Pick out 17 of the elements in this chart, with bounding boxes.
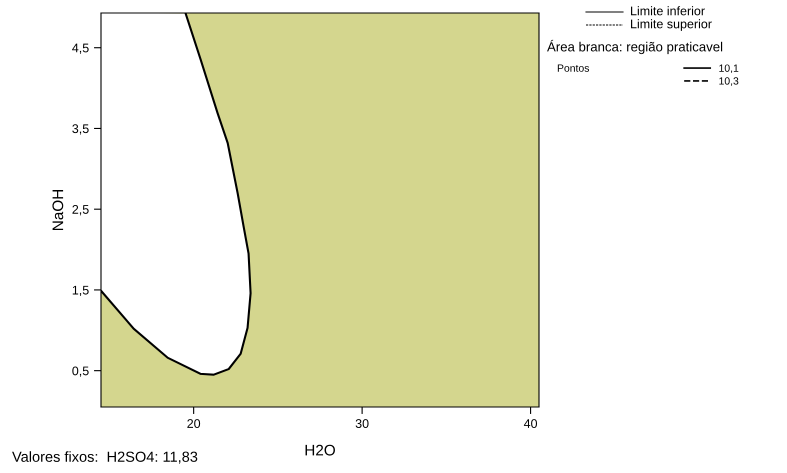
x-tick-label: 20 [187,419,200,428]
y-tick-label: 4,5 [72,44,89,54]
legend-label: 10,1 [719,64,738,74]
text: Valores fixos: H2SO4: 11,83 [12,451,198,464]
y-axis-title: NaOH [52,190,64,230]
y-tick-label: 3,5 [72,124,89,135]
y-tick-label: 1,5 [72,286,89,296]
text: Limite inferior [631,6,705,16]
legend-label: 10,3 [719,77,738,86]
x-axis-title: H2O [306,444,335,456]
text: Pontos [558,64,590,72]
x-tick-label: 30 [356,419,369,428]
y-tick-label: 2,5 [72,204,89,216]
y-tick-label: 0,5 [72,366,89,377]
text: Limite superior [631,19,712,31]
x-tick-label: 40 [524,419,538,428]
text: Área branca: região praticavel [547,40,722,54]
